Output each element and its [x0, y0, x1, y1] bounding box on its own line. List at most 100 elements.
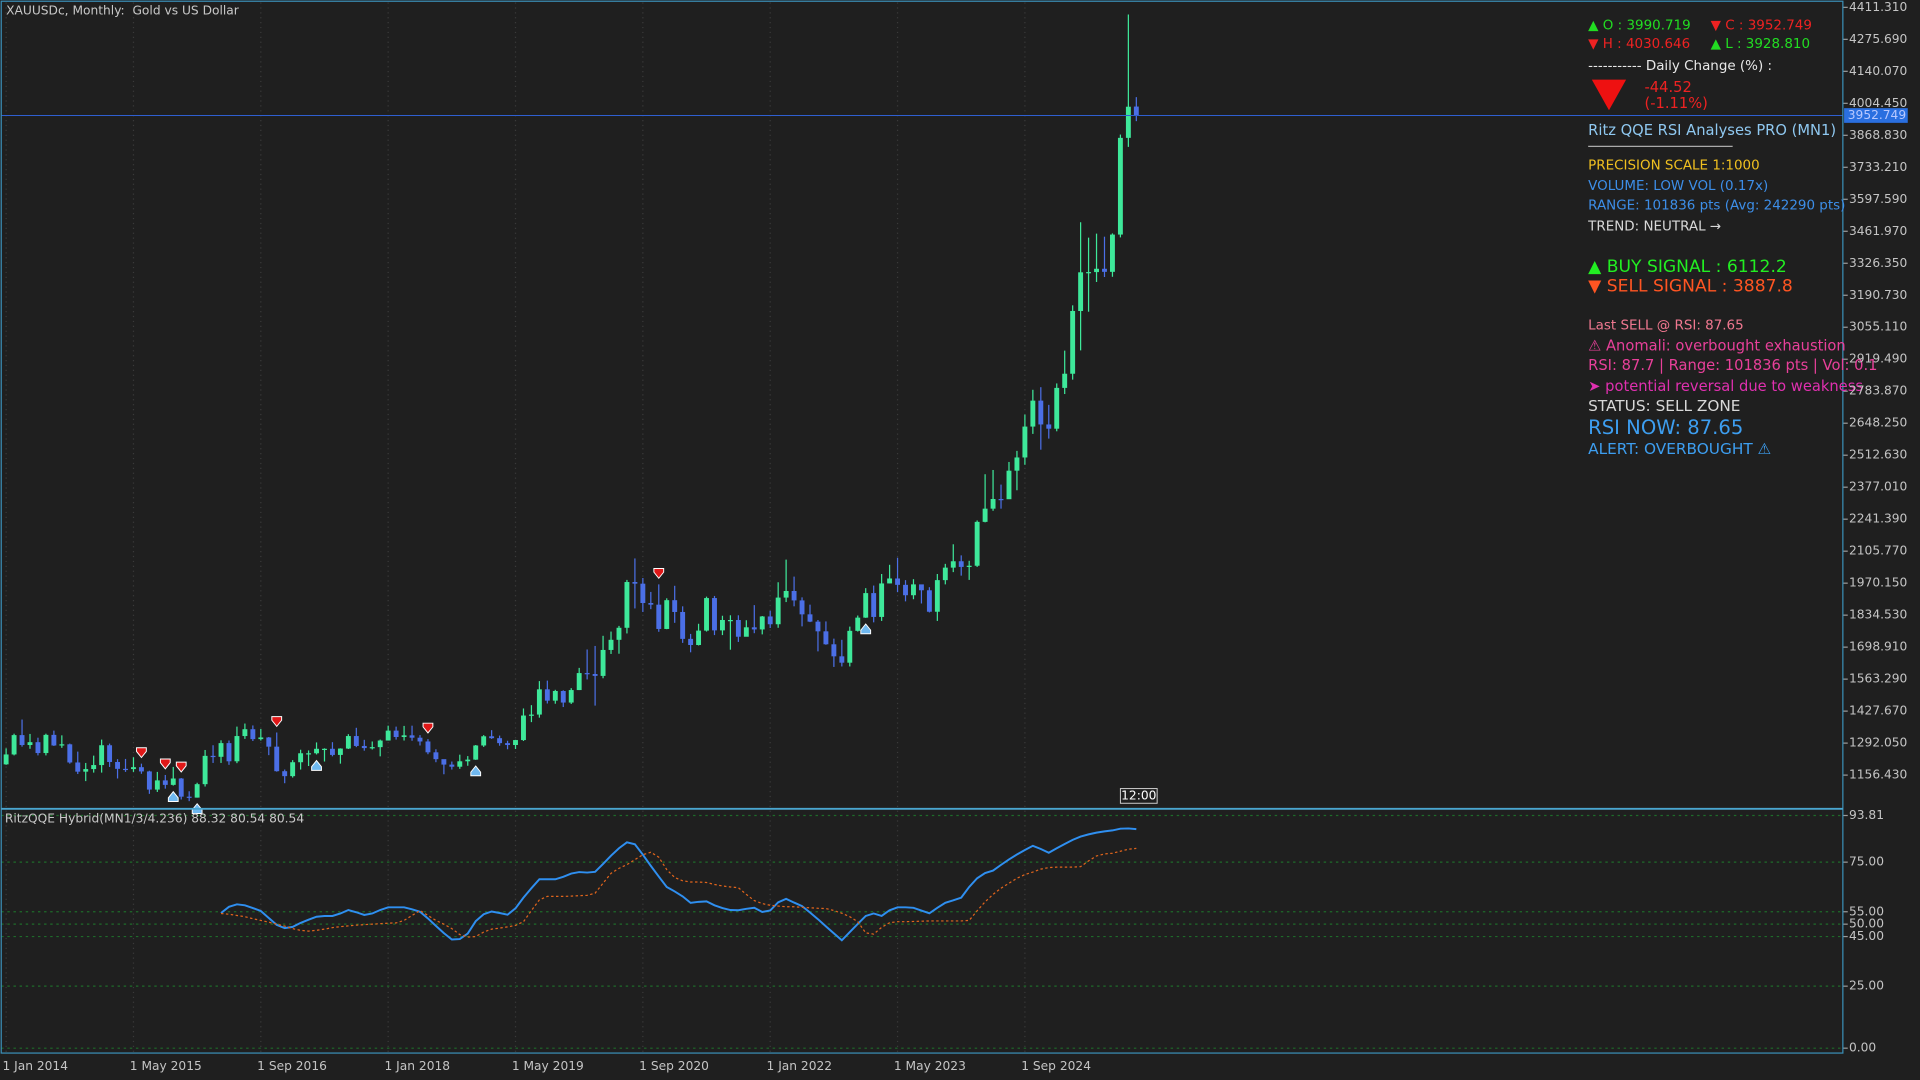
- candle-body: [1086, 272, 1092, 274]
- candle-body: [568, 690, 574, 703]
- candle-body: [799, 600, 805, 615]
- candle-body: [1046, 424, 1052, 429]
- candle-body: [616, 627, 622, 640]
- status-text: STATUS: SELL ZONE: [1588, 397, 1740, 415]
- candle-body: [473, 745, 479, 760]
- candle-body: [696, 630, 702, 645]
- reversal-text: ➤ potential reversal due to weakness: [1588, 378, 1863, 395]
- candle-body: [648, 603, 654, 605]
- candle-body: [1006, 470, 1012, 500]
- candle-body: [608, 639, 614, 650]
- candle-body: [823, 631, 829, 645]
- candle-body: [918, 584, 924, 591]
- candle-body: [871, 593, 877, 617]
- y-tick-label: 2783.870: [1849, 384, 1907, 398]
- y-tick-label: 2648.250: [1849, 416, 1907, 430]
- sell-signal-arrow: [271, 716, 283, 728]
- y-tick-label: 50.00: [1849, 917, 1884, 931]
- candle-body: [441, 759, 447, 765]
- mark-layer: [1, 14, 1843, 942]
- candle-body: [1078, 272, 1084, 311]
- rsi-line: [220, 827, 1137, 942]
- sell-signal-arrow: [175, 761, 187, 773]
- candle-body: [783, 590, 789, 598]
- candle-body: [433, 752, 439, 760]
- y-tick-label: 3326.350: [1849, 256, 1907, 270]
- candle-body: [688, 638, 694, 645]
- candle-body: [560, 690, 566, 703]
- candle-body: [154, 780, 160, 790]
- close-text: ▼ C : 3952.749: [1711, 19, 1812, 34]
- pane-border: [0, 0, 1844, 1054]
- candle-body: [1030, 400, 1036, 427]
- candle-body: [417, 737, 423, 742]
- change-value: -44.52: [1644, 79, 1691, 96]
- candle-body: [457, 761, 463, 767]
- y-tick-label: 4140.070: [1849, 64, 1907, 78]
- y-tick-label: 2512.630: [1849, 448, 1907, 462]
- candle-body: [330, 748, 335, 755]
- y-tick-label: 4275.690: [1849, 32, 1907, 46]
- change-percent: (-1.11%): [1644, 95, 1707, 112]
- candle-body: [489, 736, 495, 739]
- y-tick-label: 2105.770: [1849, 544, 1907, 558]
- candle-body: [600, 649, 606, 676]
- candle-body: [258, 737, 264, 740]
- x-tick-label: 1 Sep 2024: [1021, 1059, 1091, 1073]
- candle-body: [449, 764, 455, 767]
- time-marker-box: [1119, 788, 1158, 804]
- price-tag: [1844, 108, 1908, 123]
- candle-body: [942, 567, 948, 581]
- time-marker: 12:00: [1121, 788, 1156, 802]
- x-tick-label: 1 May 2015: [130, 1059, 202, 1073]
- range-text: RANGE: 101836 pts (Avg: 242290 pts): [1588, 199, 1845, 214]
- candle-body: [895, 578, 900, 585]
- y-tick-label: 1292.050: [1849, 736, 1907, 750]
- candle-body: [138, 767, 144, 772]
- candle-body: [27, 742, 33, 746]
- candle-body: [982, 508, 988, 522]
- candle-body: [720, 619, 725, 631]
- candle-body: [911, 584, 916, 596]
- candle-body: [767, 616, 773, 625]
- candle-body: [958, 561, 964, 567]
- candle-body: [162, 780, 168, 785]
- candle-body: [465, 759, 471, 762]
- x-tick-label: 1 May 2023: [894, 1059, 966, 1073]
- candle-body: [903, 584, 908, 596]
- down-triangle-icon: [1591, 79, 1627, 111]
- open-text: ▲ O : 3990.719: [1588, 19, 1691, 34]
- candle-body: [353, 736, 359, 746]
- y-tick-label: 3190.730: [1849, 288, 1907, 302]
- candle-body: [1014, 457, 1020, 471]
- sell-signal-arrow: [159, 758, 171, 770]
- y-tick-label: 1156.430: [1849, 768, 1907, 782]
- y-tick-label: 3597.590: [1849, 192, 1907, 206]
- candle-body: [974, 521, 980, 566]
- candle-body: [178, 778, 184, 797]
- candle-body: [505, 743, 510, 746]
- candle-body: [1062, 373, 1068, 388]
- candle-body: [839, 656, 845, 663]
- chart-title: XAUUSDc, Monthly: Gold vs US Dollar: [6, 4, 240, 18]
- x-tick-label: 1 May 2019: [512, 1059, 584, 1073]
- price-tag-label: 3952.749: [1848, 108, 1906, 122]
- candle-body: [990, 498, 996, 509]
- candle-body: [123, 768, 128, 771]
- candle-body: [831, 644, 837, 657]
- candle-body: [3, 754, 9, 765]
- candle-body: [847, 630, 853, 663]
- candle-body: [250, 729, 256, 740]
- low-text: ▲ L : 3928.810: [1711, 37, 1810, 52]
- candle-body: [19, 735, 25, 746]
- candle-body: [576, 673, 582, 691]
- y-tick-label: 1563.290: [1849, 672, 1907, 686]
- sell-signal-arrow: [136, 747, 147, 759]
- y-tick-label: 45.00: [1849, 929, 1884, 943]
- candle-body: [640, 583, 646, 604]
- candle-body: [361, 745, 367, 749]
- candle-body: [481, 736, 487, 746]
- candle-body: [934, 580, 940, 612]
- candle-body: [584, 673, 590, 675]
